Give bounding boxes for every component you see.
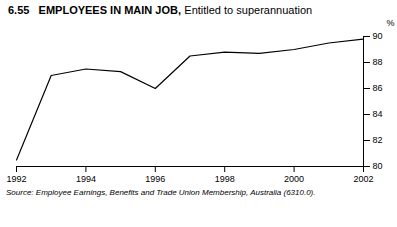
html-text:Source: Employee Earnings, Ben: Source: Employee Earnings, Benefits and … xyxy=(6,188,316,197)
svg-text:86: 86 xyxy=(373,83,383,93)
svg-text:88: 88 xyxy=(373,57,383,67)
svg-text:1996: 1996 xyxy=(145,174,165,184)
svg-text:82: 82 xyxy=(373,135,383,145)
svg-text:1998: 1998 xyxy=(215,174,235,184)
svg-text:2002: 2002 xyxy=(353,174,373,184)
svg-text:80: 80 xyxy=(373,161,383,171)
html-text:6.55 EMPLOYEES IN MAIN JOB, En: 6.55 EMPLOYEES IN MAIN JOB, Entitled to … xyxy=(8,4,313,16)
svg-text:90: 90 xyxy=(373,31,383,41)
svg-text:%: % xyxy=(386,18,394,28)
svg-text:2000: 2000 xyxy=(284,174,304,184)
svg-text:1994: 1994 xyxy=(76,174,96,184)
svg-text:1992: 1992 xyxy=(6,174,26,184)
svg-text:84: 84 xyxy=(373,109,383,119)
